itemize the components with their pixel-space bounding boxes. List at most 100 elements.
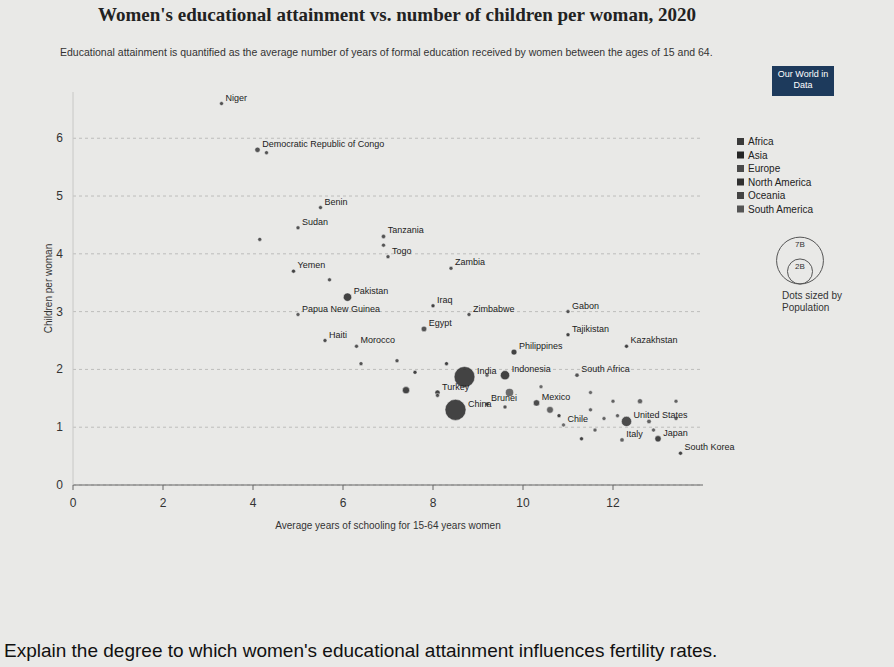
y-tick-label: 0 [56, 478, 63, 492]
title: Women's educational attainment vs. numbe… [98, 4, 738, 25]
point [580, 437, 584, 441]
point-label: Niger [226, 93, 248, 103]
point [539, 385, 543, 389]
point [296, 313, 300, 317]
point-label: Papua New Guinea [302, 304, 380, 314]
y-tick-label: 4 [56, 247, 63, 261]
point [328, 278, 332, 282]
grid-line [73, 311, 703, 312]
size-legend-title: Dots sized by Population [782, 290, 854, 314]
grid-line [73, 138, 703, 139]
point [386, 255, 390, 259]
point [678, 451, 682, 455]
point [547, 406, 554, 413]
point [637, 399, 642, 404]
point [381, 234, 385, 238]
point [258, 237, 262, 241]
point-label: Tajikistan [572, 324, 609, 334]
point [655, 436, 661, 442]
y-tick-label: 5 [56, 189, 63, 203]
legend-label: Oceania [748, 190, 786, 201]
point-label: Democratic Republic of Congo [262, 139, 384, 149]
legend-swatch [737, 165, 744, 172]
grid-line [73, 196, 703, 197]
y-tick-label: 1 [56, 420, 63, 434]
x-tick-label: 8 [430, 496, 437, 510]
point-label: South Africa [581, 364, 630, 374]
legend-swatch [737, 179, 744, 186]
point [562, 423, 566, 427]
point-label: Zimbabwe [473, 304, 515, 314]
point [533, 400, 539, 406]
point [265, 151, 269, 155]
point [343, 293, 351, 301]
point [319, 206, 323, 210]
point [296, 226, 300, 230]
x-tick [343, 485, 344, 490]
legend-label: Africa [748, 136, 774, 147]
point-label: India [477, 366, 497, 376]
point [395, 359, 399, 363]
chart: 0123456024681012Average years of schooli… [0, 0, 894, 667]
point [503, 405, 507, 409]
point [421, 326, 427, 332]
y-tick-label: 6 [56, 131, 63, 145]
x-tick-label: 0 [70, 496, 77, 510]
point [431, 304, 435, 308]
point [402, 387, 409, 394]
point-label: China [468, 399, 492, 409]
point-label: Zambia [455, 257, 485, 267]
point-label: Yemen [298, 260, 326, 270]
point [557, 414, 561, 418]
point [616, 414, 620, 418]
x-tick [433, 485, 434, 490]
x-axis-line [73, 485, 703, 486]
point [382, 243, 386, 247]
point-label: Mexico [542, 392, 571, 402]
point [589, 391, 593, 395]
point-label: Iraq [437, 295, 453, 305]
point [445, 362, 449, 366]
x-tick [523, 485, 524, 490]
x-tick-label: 10 [516, 496, 530, 510]
point-label: Philippines [519, 341, 563, 351]
point [566, 333, 570, 337]
legend-swatch [737, 206, 744, 213]
point [621, 416, 631, 426]
point [413, 370, 417, 374]
point [575, 373, 579, 377]
question: Explain the degree to which women's educ… [4, 640, 717, 662]
point [220, 102, 224, 106]
point-label: Benin [325, 197, 348, 207]
x-tick-label: 2 [160, 496, 167, 510]
legend-label: South America [748, 204, 813, 215]
y-axis-label: Children per woman [43, 244, 54, 334]
point [436, 393, 440, 397]
y-tick-label: 3 [56, 305, 63, 319]
point [355, 344, 359, 348]
point-label: South Korea [685, 442, 735, 452]
x-tick [613, 485, 614, 490]
logo: Our World in Data [772, 66, 834, 96]
point [589, 408, 593, 412]
size-legend-circle [777, 237, 824, 284]
point-label: Turkey [442, 382, 470, 392]
x-tick [73, 485, 74, 490]
point-label: Sudan [302, 217, 328, 227]
point [255, 147, 260, 152]
point [593, 428, 597, 432]
point [500, 371, 509, 380]
x-tick-label: 6 [340, 496, 347, 510]
point [674, 399, 678, 403]
point [511, 349, 517, 355]
point-label: Gabon [572, 301, 599, 311]
point-label: Togo [392, 246, 412, 256]
grid-line [73, 253, 703, 254]
point-label: Chile [568, 414, 589, 424]
point-label: United States [634, 410, 689, 420]
point-label: Egypt [429, 318, 453, 328]
legend-label: Europe [748, 163, 781, 174]
point-labels: Niger Democratic Republic of Congo Benin Su… [226, 93, 735, 453]
point [323, 339, 327, 343]
point [611, 399, 615, 403]
